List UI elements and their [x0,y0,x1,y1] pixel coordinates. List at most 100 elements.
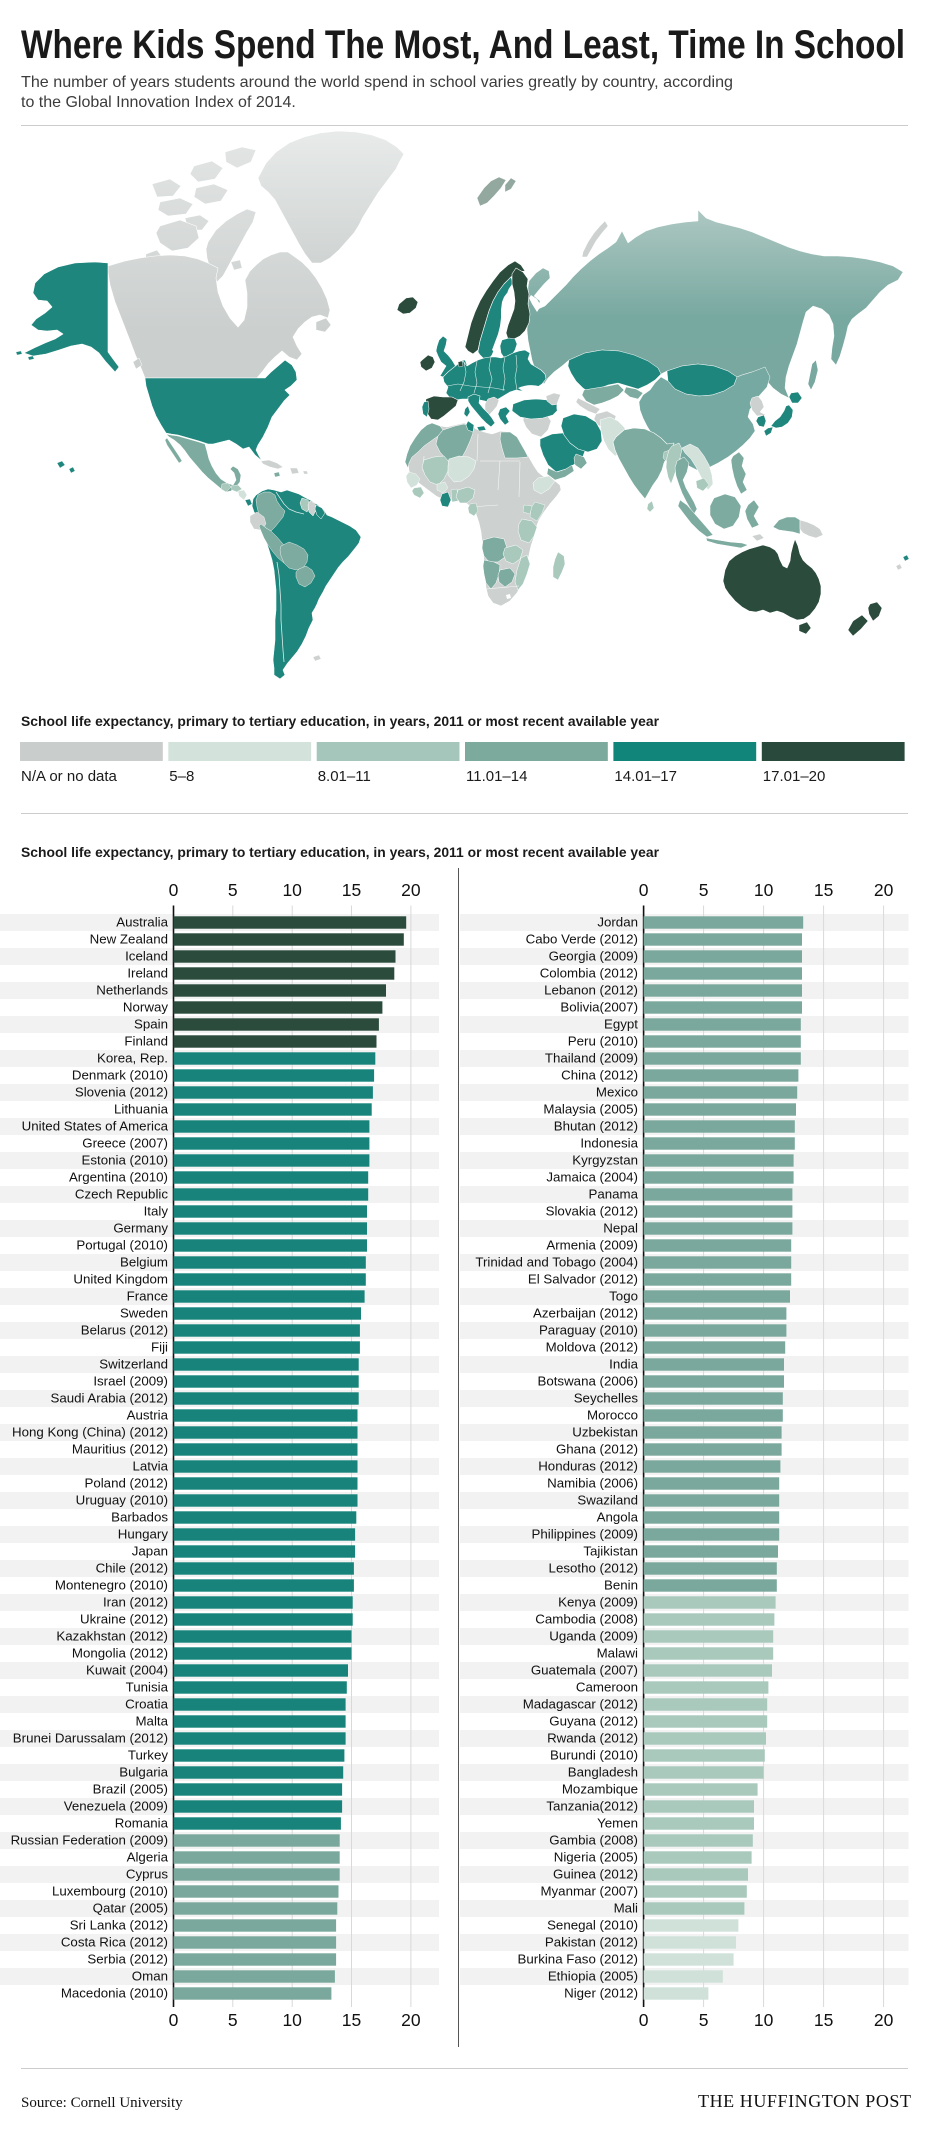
svg-text:Norway: Norway [123,1000,168,1015]
svg-text:Croatia: Croatia [125,1697,168,1712]
svg-text:Kazakhstan (2012): Kazakhstan (2012) [56,1629,168,1644]
svg-text:15: 15 [814,880,833,900]
svg-text:Qatar (2005): Qatar (2005) [93,1901,168,1916]
svg-text:THE HUFFINGTON POST: THE HUFFINGTON POST [698,2091,911,2111]
svg-text:The number of years students a: The number of years students around the … [21,74,733,91]
svg-text:20: 20 [401,880,421,900]
svg-text:India: India [609,1357,638,1372]
svg-text:14.01–17: 14.01–17 [614,768,677,785]
svg-text:Trinidad and Tobago (2004): Trinidad and Tobago (2004) [475,1255,638,1270]
svg-text:Estonia (2010): Estonia (2010) [82,1153,168,1168]
svg-text:15: 15 [342,2010,361,2030]
svg-text:Argentina (2010): Argentina (2010) [69,1170,168,1185]
svg-text:Hungary: Hungary [118,1527,169,1542]
svg-text:Iceland: Iceland [125,949,168,964]
svg-text:Guyana (2012): Guyana (2012) [549,1714,638,1729]
svg-text:Slovakia (2012): Slovakia (2012) [546,1204,638,1219]
svg-text:Kenya (2009): Kenya (2009) [558,1595,638,1610]
svg-text:N/A or no data: N/A or no data [21,768,118,785]
svg-text:Georgia (2009): Georgia (2009) [549,949,638,964]
svg-text:Ireland: Ireland [127,966,168,981]
svg-text:Kuwait (2004): Kuwait (2004) [86,1663,168,1678]
svg-text:17.01–20: 17.01–20 [763,768,826,785]
svg-text:Cameroon: Cameroon [576,1680,638,1695]
svg-text:Malta: Malta [135,1714,168,1729]
svg-text:8.01–11: 8.01–11 [318,768,371,785]
svg-text:Yemen: Yemen [597,1816,638,1831]
svg-text:Greece (2007): Greece (2007) [82,1136,168,1151]
svg-text:Pakistan (2012): Pakistan (2012) [545,1935,638,1950]
svg-text:Spain: Spain [134,1017,168,1032]
svg-text:Algeria: Algeria [127,1850,169,1865]
svg-text:Venezuela (2009): Venezuela (2009) [64,1799,168,1814]
svg-text:Ethiopia (2005): Ethiopia (2005) [548,1969,638,1984]
svg-text:Chile (2012): Chile (2012) [96,1561,168,1576]
svg-text:School life expectancy, primar: School life expectancy, primary to terti… [21,713,660,729]
svg-text:Egypt: Egypt [604,1017,638,1032]
svg-text:11.01–14: 11.01–14 [466,768,527,785]
svg-text:Serbia (2012): Serbia (2012) [87,1952,168,1967]
svg-text:Malawi: Malawi [597,1646,638,1661]
svg-text:Azerbaijan (2012): Azerbaijan (2012) [533,1306,638,1321]
svg-text:Cyprus: Cyprus [126,1867,168,1882]
svg-text:Rwanda (2012): Rwanda (2012) [547,1731,638,1746]
svg-text:Gambia (2008): Gambia (2008) [549,1833,638,1848]
svg-text:5–8: 5–8 [169,768,194,785]
svg-text:0: 0 [169,2010,179,2030]
svg-text:15: 15 [342,880,361,900]
svg-text:Bulgaria: Bulgaria [119,1765,168,1780]
svg-text:Iran (2012): Iran (2012) [103,1595,168,1610]
svg-text:Sri Lanka (2012): Sri Lanka (2012) [70,1918,168,1933]
svg-text:Armenia (2009): Armenia (2009) [546,1238,638,1253]
svg-text:Guatemala (2007): Guatemala (2007) [531,1663,638,1678]
svg-text:Madagascar (2012): Madagascar (2012) [523,1697,638,1712]
svg-text:15: 15 [814,2010,833,2030]
svg-text:Czech Republic: Czech Republic [75,1187,168,1202]
svg-text:Thailand (2009): Thailand (2009) [545,1051,638,1066]
svg-text:Myanmar (2007): Myanmar (2007) [540,1884,638,1899]
svg-text:Source: Cornell University: Source: Cornell University [21,2095,183,2111]
svg-text:Macedonia (2010): Macedonia (2010) [61,1986,168,2001]
svg-text:Costa Rica (2012): Costa Rica (2012) [61,1935,168,1950]
svg-text:Jordan: Jordan [597,915,638,930]
svg-text:Brazil (2005): Brazil (2005) [93,1782,168,1797]
svg-text:Burkina Faso (2012): Burkina Faso (2012) [518,1952,638,1967]
svg-text:Mexico: Mexico [596,1085,638,1100]
svg-text:Swaziland: Swaziland [577,1493,638,1508]
svg-text:Italy: Italy [144,1204,169,1219]
svg-text:Mongolia (2012): Mongolia (2012) [72,1646,168,1661]
svg-text:Brunei Darussalam (2012): Brunei Darussalam (2012) [13,1731,168,1746]
svg-text:Japan: Japan [132,1544,168,1559]
svg-text:Honduras (2012): Honduras (2012) [538,1459,638,1474]
svg-text:5: 5 [699,2010,709,2030]
svg-text:0: 0 [639,880,649,900]
svg-text:Bolivia(2007): Bolivia(2007) [560,1000,638,1015]
svg-text:Latvia: Latvia [133,1459,169,1474]
svg-text:Indonesia: Indonesia [580,1136,638,1151]
svg-text:Saudi Arabia (2012): Saudi Arabia (2012) [50,1391,168,1406]
svg-text:Kyrgyzstan: Kyrgyzstan [572,1153,638,1168]
svg-text:Niger (2012): Niger (2012) [564,1986,638,2001]
svg-text:Malaysia (2005): Malaysia (2005) [543,1102,638,1117]
svg-text:Uganda (2009): Uganda (2009) [549,1629,638,1644]
svg-text:Where Kids Spend The Most, And: Where Kids Spend The Most, And Least, Ti… [21,23,905,67]
svg-text:United Kingdom: United Kingdom [73,1272,168,1287]
svg-text:0: 0 [639,2010,649,2030]
svg-text:Tanzania(2012): Tanzania(2012) [546,1799,638,1814]
svg-text:Denmark (2010): Denmark (2010) [72,1068,168,1083]
svg-text:10: 10 [282,880,302,900]
svg-text:Tajikistan: Tajikistan [583,1544,638,1559]
svg-text:Ukraine (2012): Ukraine (2012) [80,1612,168,1627]
svg-text:Germany: Germany [113,1221,168,1236]
svg-text:Philippines (2009): Philippines (2009) [532,1527,638,1542]
svg-text:Nigeria (2005): Nigeria (2005) [554,1850,638,1865]
svg-text:Barbados: Barbados [111,1510,168,1525]
svg-text:Botswana (2006): Botswana (2006) [537,1374,638,1389]
svg-text:Senegal (2010): Senegal (2010) [547,1918,638,1933]
svg-text:Slovenia (2012): Slovenia (2012) [75,1085,168,1100]
svg-text:Korea, Rep.: Korea, Rep. [97,1051,168,1066]
svg-text:Tunisia: Tunisia [126,1680,169,1695]
svg-text:Togo: Togo [609,1289,638,1304]
svg-text:Belgium: Belgium [120,1255,168,1270]
svg-text:Bangladesh: Bangladesh [568,1765,638,1780]
